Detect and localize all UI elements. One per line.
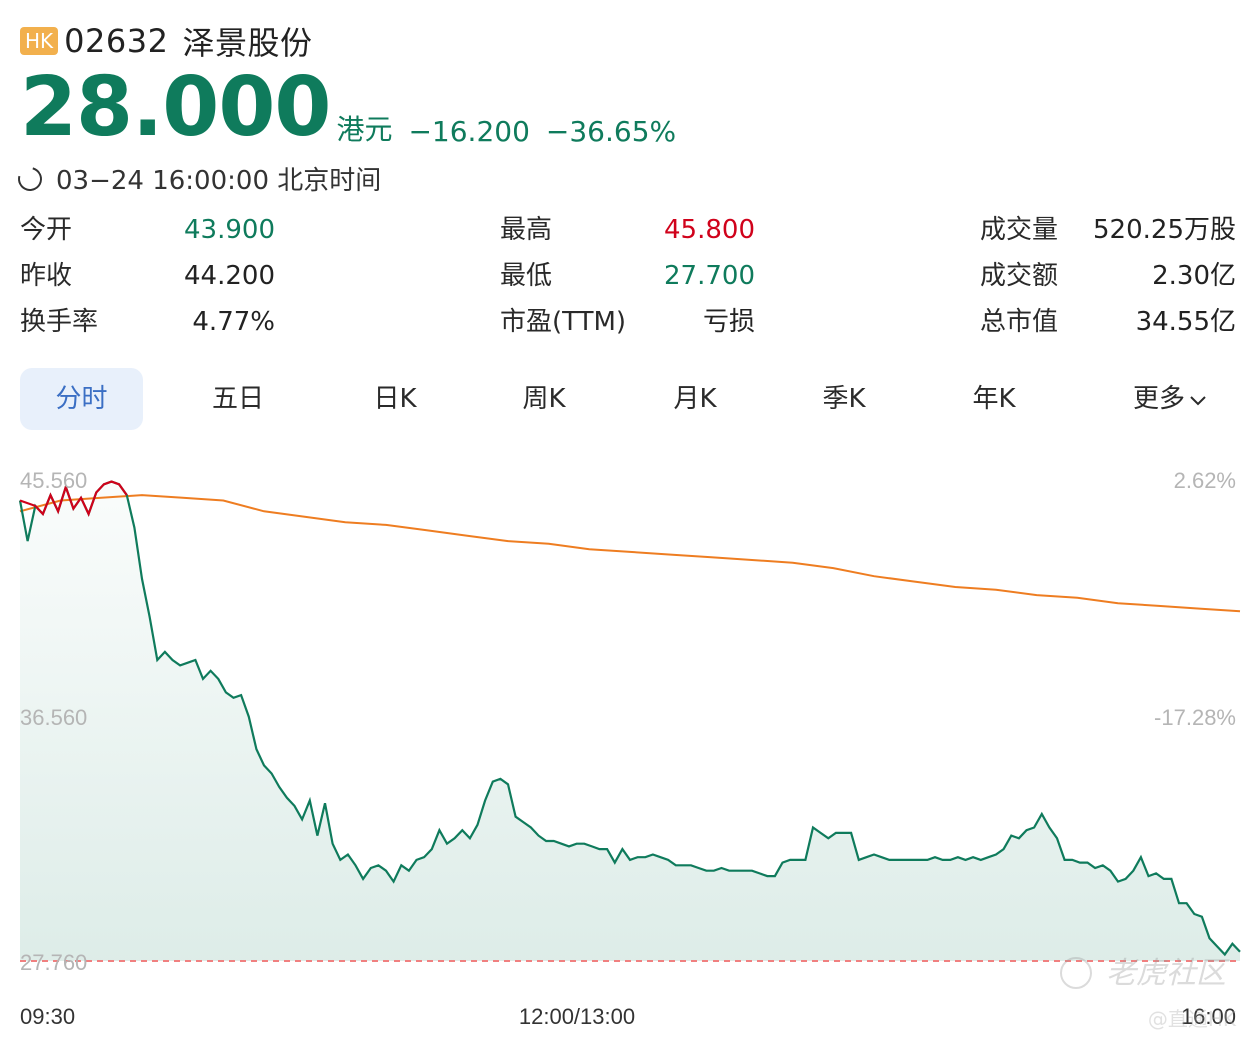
stat-label-high: 最高 <box>500 215 553 245</box>
stat-label-market-cap: 总市值 <box>980 307 1059 337</box>
price-change-pct: −36.65% <box>545 115 677 148</box>
price-line <box>18 480 1241 957</box>
price-change: −16.200 <box>408 115 530 148</box>
market-badge: HK <box>20 27 59 55</box>
tiger-logo-icon <box>1060 957 1092 989</box>
tab-more-label: 更多 <box>1132 384 1185 414</box>
tab-five-day[interactable]: 五日 <box>211 384 264 414</box>
stat-value-pe: 亏损 <box>702 307 755 337</box>
price-area-fill <box>20 481 1240 961</box>
watermark-logo-text: 老虎社区 <box>1106 956 1230 991</box>
tab-intraday[interactable]: 分时 <box>20 368 143 430</box>
tab-daily-k[interactable]: 日K <box>373 384 417 414</box>
y-right-tick-mid: -17.28% <box>1154 705 1236 730</box>
x-tick-close: 16:00 <box>1181 1004 1236 1029</box>
watermark-handle: @直通HK <box>1148 1007 1237 1031</box>
stat-value-market-cap: 34.55亿 <box>1135 307 1236 337</box>
stat-label-amount: 成交额 <box>980 261 1059 291</box>
stat-value-open: 43.900 <box>184 215 275 245</box>
timestamp-row: 03−24 16:00:00 北京时间 <box>13 160 382 197</box>
tab-monthly-k[interactable]: 月K <box>673 384 717 414</box>
tab-quarterly-k[interactable]: 季K <box>822 384 866 414</box>
stat-value-amount: 2.30亿 <box>1152 261 1236 291</box>
stat-label-volume: 成交量 <box>980 215 1059 245</box>
tab-yearly-k[interactable]: 年K <box>972 384 1016 414</box>
stat-label-low: 最低 <box>500 261 553 291</box>
y-left-tick-mid: 36.560 <box>20 705 87 730</box>
stock-header: HK 02632 泽景股份 <box>20 18 312 64</box>
tab-more[interactable]: 更多 <box>1110 368 1230 430</box>
stat-label-prev-close: 昨收 <box>20 261 73 291</box>
chevron-down-icon <box>1190 396 1206 406</box>
stat-label-turnover: 换手率 <box>20 307 99 337</box>
stat-value-high: 45.800 <box>664 215 755 245</box>
price-line-above-close <box>19 480 128 517</box>
stat-value-prev-close: 44.200 <box>184 261 275 291</box>
currency-label: 港元 <box>336 113 393 146</box>
y-right-tick-top: 2.62% <box>1174 468 1236 493</box>
clock-icon <box>13 162 47 195</box>
stat-value-turnover: 4.77% <box>192 307 275 337</box>
intraday-chart: 45.560 36.560 27.760 2.62% -17.28% 09:30… <box>18 468 1241 1031</box>
quote-timestamp: 03−24 16:00:00 北京时间 <box>56 166 382 196</box>
price-row: 28.000 港元 −16.200 −36.65% <box>20 66 676 150</box>
y-left-tick-top: 45.560 <box>20 468 87 493</box>
stat-label-open: 今开 <box>20 215 73 245</box>
y-left-tick-bottom: 27.760 <box>20 950 87 975</box>
stock-name: 泽景股份 <box>182 24 313 62</box>
x-tick-open: 09:30 <box>20 1004 75 1029</box>
stock-code: 02632 <box>64 22 169 60</box>
stat-value-volume: 520.25万股 <box>1093 215 1236 245</box>
avg-price-line <box>19 494 1241 613</box>
last-price: 28.000 <box>20 60 331 155</box>
watermark: 老虎社区 @直通HK <box>1060 956 1237 1031</box>
x-tick-midday: 12:00/13:00 <box>519 1004 635 1029</box>
stat-value-low: 27.700 <box>664 261 755 291</box>
period-tabs: 分时 五日 日K 周K 月K 季K 年K 更多 <box>20 368 1240 430</box>
tab-weekly-k[interactable]: 周K <box>522 384 566 414</box>
stat-label-pe: 市盈(TTM) <box>500 307 627 337</box>
